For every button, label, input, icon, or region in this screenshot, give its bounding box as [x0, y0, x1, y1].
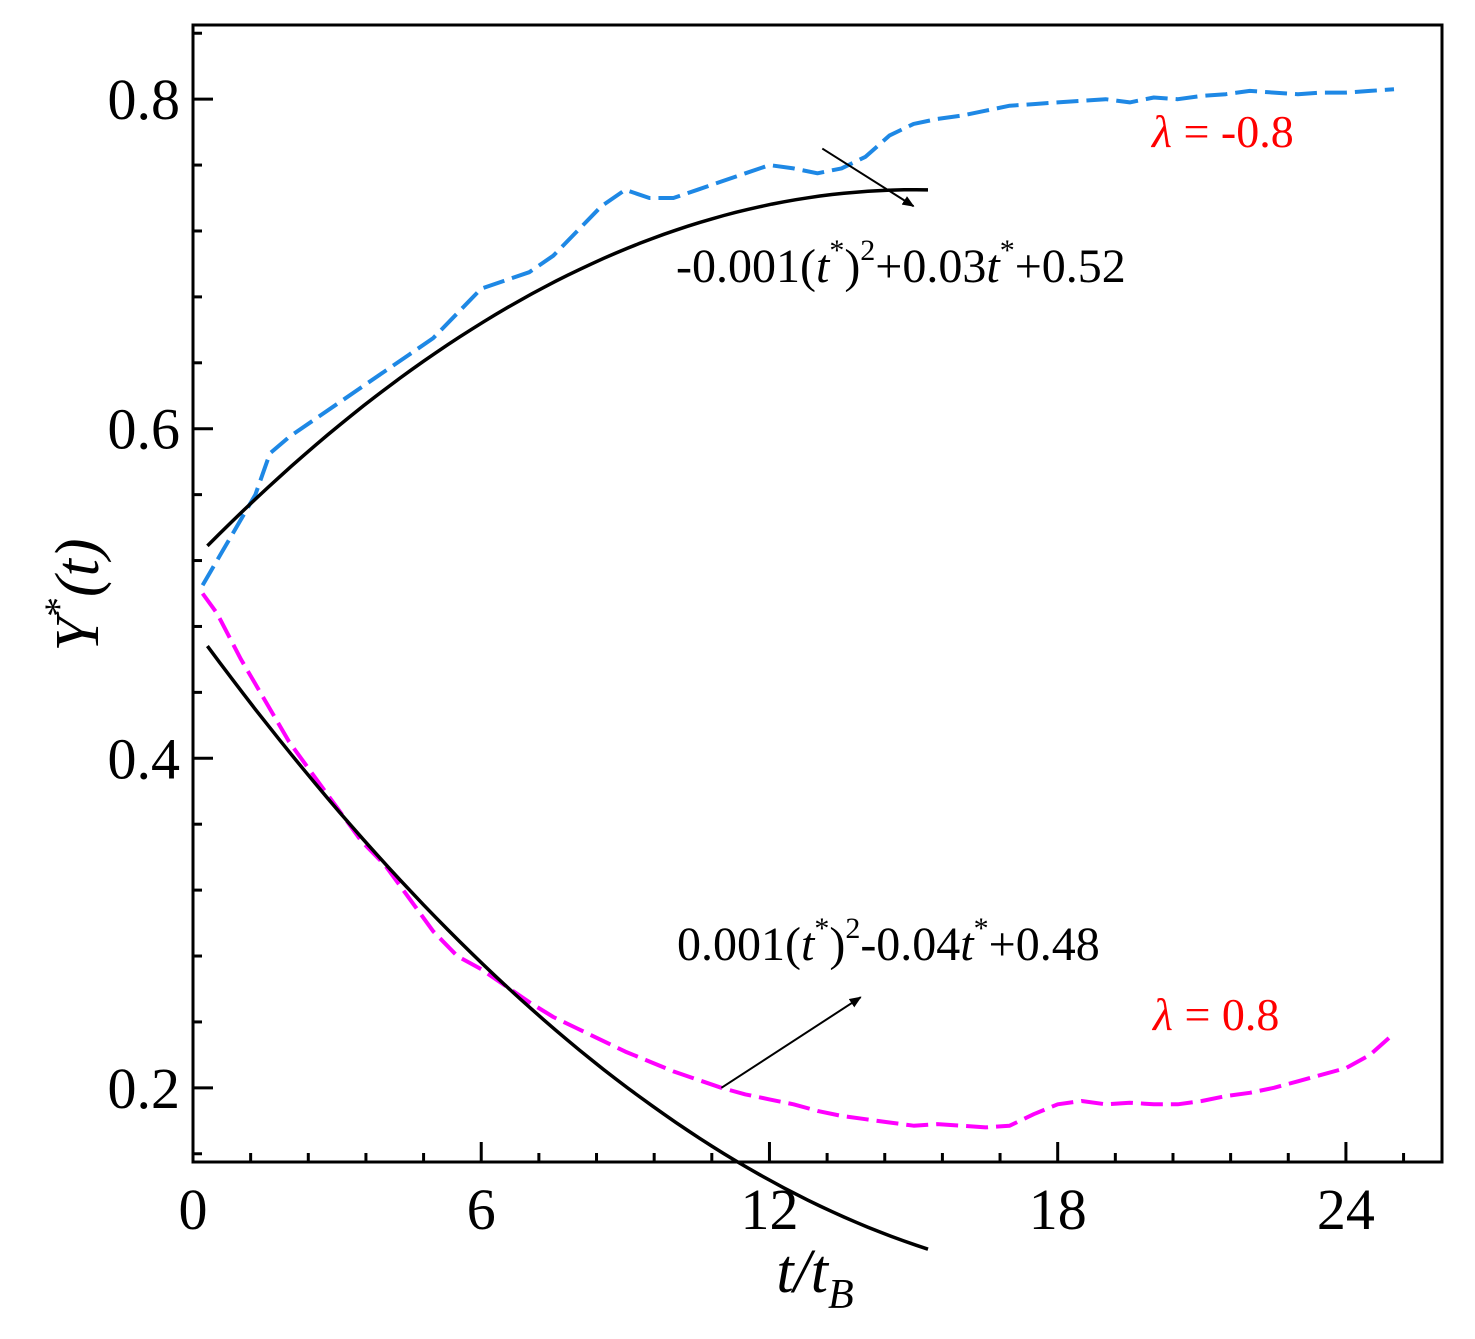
- lower-fit-arrow: [720, 996, 862, 1089]
- x-tick-label: 0: [179, 1177, 208, 1242]
- y-tick-label: 0.2: [108, 1056, 181, 1121]
- x-tick-label: 12: [740, 1177, 798, 1242]
- series-label-lambda-pos: λ = 0.8: [1151, 989, 1279, 1040]
- y-ticks: 0.2 0.4 0.6 0.8: [108, 31, 213, 1156]
- x-tick-label: 24: [1317, 1177, 1375, 1242]
- series-label-lambda-neg: λ = -0.8: [1150, 106, 1294, 157]
- series-lines: [200, 87, 1396, 1251]
- fit-curve-2: [206, 188, 929, 548]
- series-line-1: [200, 592, 1396, 1130]
- fit-curve-3: [205, 645, 929, 1251]
- y-tick-label: 0.8: [108, 67, 181, 132]
- x-tick-label: 6: [467, 1177, 496, 1242]
- plot-frame: [191, 23, 1444, 1164]
- y-tick-label: 0.6: [108, 397, 181, 462]
- x-tick-label: 18: [1029, 1177, 1087, 1242]
- series-line-0: [200, 87, 1395, 587]
- upper-fit-arrow: [821, 147, 915, 208]
- lower-fit-equation: 0.001(t*)2-0.04t*+0.48: [677, 912, 1100, 971]
- y-tick-label: 0.4: [108, 726, 181, 791]
- y-axis-label: Y*(t): [36, 538, 112, 651]
- upper-fit-equation: -0.001(t*)2+0.03t*+0.52: [676, 234, 1126, 293]
- x-ticks: 0 6 12 18 24: [179, 1142, 1406, 1242]
- x-axis-label: t/tB: [776, 1238, 853, 1318]
